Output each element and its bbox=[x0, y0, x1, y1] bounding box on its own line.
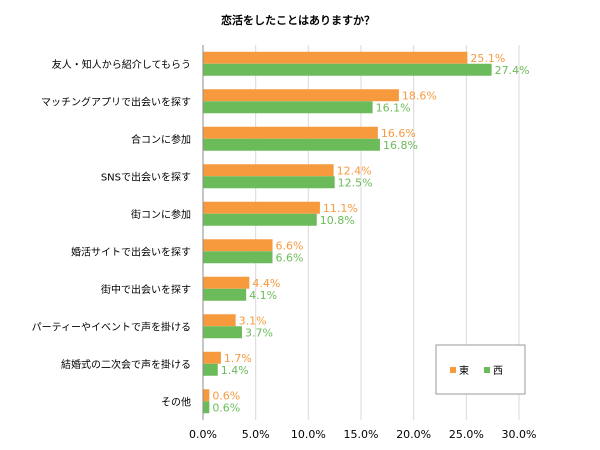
category-label: パーティーやイベントで声を掛ける bbox=[32, 320, 191, 333]
bar-east bbox=[203, 239, 273, 252]
data-label: 0.6% bbox=[212, 389, 240, 402]
category-label: 合コンに参加 bbox=[131, 133, 191, 146]
data-labels: 25.1%27.4% 18.6%16.1% 16.6%16.8% 12.4%12.5%… bbox=[212, 52, 529, 415]
x-tick-label: 25.0% bbox=[449, 428, 484, 441]
data-label: 27.4% bbox=[495, 64, 530, 77]
legend-swatch-east bbox=[450, 367, 456, 373]
data-label: 3.1% bbox=[239, 314, 267, 327]
data-label: 6.6% bbox=[276, 239, 304, 252]
legend-label-east: 東 bbox=[459, 364, 469, 377]
data-label: 4.1% bbox=[249, 289, 277, 302]
bar-west bbox=[203, 326, 242, 339]
bar-west bbox=[203, 101, 373, 114]
legend-box bbox=[435, 344, 526, 395]
category-label: その他 bbox=[161, 395, 191, 408]
legend-label-west: 西 bbox=[493, 366, 503, 377]
data-label: 3.7% bbox=[245, 326, 273, 339]
data-label: 4.4% bbox=[252, 277, 280, 290]
x-tick-label: 10.0% bbox=[291, 428, 326, 441]
bar-east bbox=[203, 164, 334, 177]
category-label: 街中で出会いを探す bbox=[101, 283, 191, 296]
data-label: 1.4% bbox=[221, 364, 249, 377]
legend-swatch-west bbox=[484, 367, 490, 373]
bar-east bbox=[203, 351, 221, 364]
bar-west bbox=[203, 138, 380, 151]
x-tick-label: 30.0% bbox=[502, 428, 537, 441]
legend: 東 西 bbox=[435, 344, 526, 395]
x-tick-label: 5.0% bbox=[242, 428, 270, 441]
bar-west bbox=[203, 213, 317, 226]
data-label: 25.1% bbox=[470, 52, 505, 65]
bar-east bbox=[203, 126, 378, 139]
data-label: 0.6% bbox=[212, 401, 240, 414]
bar-east bbox=[203, 51, 468, 64]
category-label: 街コンに参加 bbox=[131, 208, 191, 221]
bar-east bbox=[203, 314, 236, 327]
bar-west bbox=[203, 401, 210, 414]
bar-west bbox=[203, 251, 273, 264]
bar-west bbox=[203, 288, 247, 301]
data-label: 16.8% bbox=[383, 139, 418, 152]
bar-east bbox=[203, 389, 210, 402]
category-label: 友人・知人から紹介してもらう bbox=[52, 58, 191, 71]
bar-east bbox=[203, 201, 320, 214]
data-label: 12.4% bbox=[337, 164, 372, 177]
bar-west bbox=[203, 176, 335, 189]
data-label: 6.6% bbox=[276, 251, 304, 264]
category-label: 婚活サイトで出会いを探す bbox=[71, 245, 191, 258]
bar-east bbox=[203, 276, 250, 289]
x-tick-label: 0.0% bbox=[189, 428, 217, 441]
data-label: 11.1% bbox=[323, 202, 358, 215]
data-label: 16.1% bbox=[376, 101, 411, 114]
category-label: SNSで出会いを探す bbox=[101, 170, 191, 183]
x-tick-label: 15.0% bbox=[344, 428, 379, 441]
category-label: マッチングアプリで出会いを探す bbox=[41, 95, 191, 108]
data-label: 16.6% bbox=[381, 127, 416, 140]
bars bbox=[203, 51, 492, 414]
data-label: 12.5% bbox=[338, 176, 373, 189]
x-tick-label: 20.0% bbox=[396, 428, 431, 441]
data-label: 18.6% bbox=[402, 89, 437, 102]
bar-east bbox=[203, 89, 399, 102]
data-label: 10.8% bbox=[320, 214, 355, 227]
x-axis-tick-labels: 0.0% 5.0% 10.0% 15.0% 20.0% 25.0% 30.0% bbox=[189, 428, 536, 441]
bar-west bbox=[203, 363, 218, 376]
data-label: 1.7% bbox=[224, 352, 252, 365]
chart-title: 恋活をしたことはありますか？ bbox=[221, 13, 375, 27]
bar-west bbox=[203, 63, 492, 76]
category-label: 結婚式の二次会で声を掛ける bbox=[61, 358, 191, 371]
